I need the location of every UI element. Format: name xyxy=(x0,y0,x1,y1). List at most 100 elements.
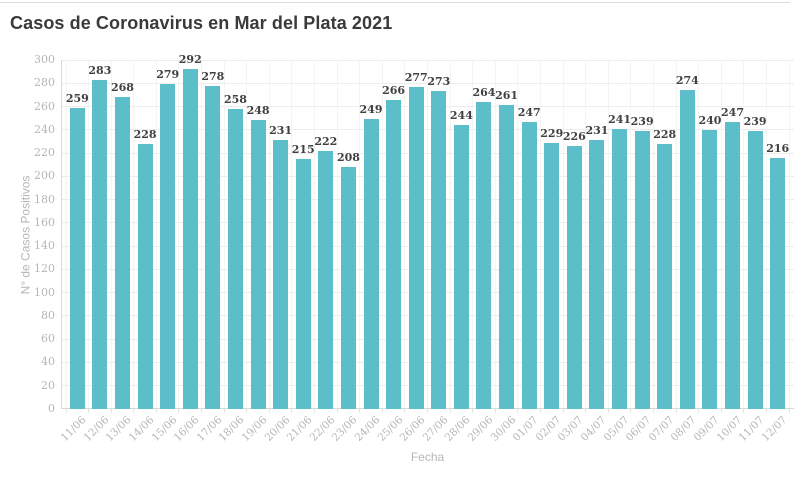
x-gridline xyxy=(698,60,700,409)
y-axis-tick-label: 180 xyxy=(34,192,55,206)
x-axis-tick-mark xyxy=(359,409,361,413)
x-axis-tick-mark xyxy=(675,409,677,413)
x-axis-tick-mark xyxy=(517,409,519,413)
bar-value-label: 264 xyxy=(472,85,496,99)
x-gridline xyxy=(585,60,587,409)
y-axis-tick-label: 100 xyxy=(34,285,55,299)
bar-value-label: 216 xyxy=(766,141,790,155)
bar-value-label: 231 xyxy=(585,124,609,138)
bar-value-label: 277 xyxy=(404,70,428,84)
bar-value-label: 215 xyxy=(291,142,315,156)
x-axis-tick-mark xyxy=(65,409,67,413)
x-axis-tick-mark xyxy=(201,409,203,413)
x-gridline xyxy=(539,60,541,409)
bar xyxy=(250,120,266,409)
bar-value-label: 279 xyxy=(156,68,180,82)
bar xyxy=(205,85,221,409)
bar-value-label: 259 xyxy=(65,91,89,105)
x-axis-tick-mark xyxy=(291,409,293,413)
y-axis-tick-label: 280 xyxy=(34,76,55,90)
bar-value-label: 226 xyxy=(562,130,586,144)
x-axis-tick-mark xyxy=(562,409,564,413)
x-gridline xyxy=(427,60,428,409)
x-gridline xyxy=(223,60,225,409)
x-gridline xyxy=(65,60,67,409)
bar-value-label: 241 xyxy=(608,112,632,126)
x-gridline xyxy=(562,60,564,409)
x-axis-tick-mark xyxy=(585,409,587,413)
bar xyxy=(114,97,130,409)
bar-value-label: 273 xyxy=(427,75,451,89)
bar xyxy=(770,157,786,409)
y-axis-tick-label: 160 xyxy=(34,215,55,229)
x-axis-tick-mark xyxy=(494,409,496,413)
bar xyxy=(69,107,85,409)
x-axis-tick-mark xyxy=(449,409,451,413)
x-axis-tick-mark xyxy=(88,409,90,413)
bar-value-label: 266 xyxy=(382,83,406,97)
bar-value-label: 261 xyxy=(495,89,519,103)
x-gridline xyxy=(449,60,451,409)
x-axis-tick-mark xyxy=(223,409,225,413)
x-axis-tick-mark xyxy=(539,409,541,413)
bar-value-label: 283 xyxy=(88,63,112,77)
x-gridline xyxy=(155,60,157,409)
x-gridline xyxy=(404,60,406,409)
bar xyxy=(702,129,718,409)
x-axis-tick-mark xyxy=(788,409,790,413)
bar-value-label: 268 xyxy=(111,81,134,95)
bar-value-label: 247 xyxy=(721,105,744,119)
bar xyxy=(589,140,605,409)
x-gridline xyxy=(788,60,790,409)
bar-value-label: 248 xyxy=(246,104,270,118)
x-axis-tick-mark xyxy=(155,409,157,413)
bar xyxy=(227,108,243,409)
y-axis-tick-label: 60 xyxy=(41,332,55,346)
bar xyxy=(431,91,447,409)
y-axis-tick-label: 300 xyxy=(34,53,55,66)
x-gridline xyxy=(381,60,383,409)
x-axis-tick-mark xyxy=(110,409,112,413)
y-axis-tick-label: 260 xyxy=(34,99,55,113)
x-axis-title: Fecha xyxy=(410,450,445,464)
y-axis-tick-label: 220 xyxy=(34,146,55,160)
y-axis-tick-label: 80 xyxy=(41,308,55,322)
bar xyxy=(566,146,582,409)
bar xyxy=(318,150,334,409)
bar-value-label: 258 xyxy=(223,92,247,106)
bar-value-label: 222 xyxy=(314,134,338,148)
x-gridline xyxy=(336,60,338,409)
x-axis-tick-mark xyxy=(336,409,338,413)
plot-area: 0 20 40 60 80 100 120 140 160 180 200 220 240 260 280 3… xyxy=(34,53,794,444)
bar-value-label: 208 xyxy=(336,151,360,165)
chart-title: Casos de Coronavirus en Mar del Plata 20… xyxy=(10,13,393,33)
x-gridline xyxy=(675,60,677,409)
y-axis-tick-label: 140 xyxy=(34,239,55,253)
x-gridline xyxy=(246,60,248,409)
bar xyxy=(521,121,537,409)
bar-value-label: 239 xyxy=(630,114,654,128)
x-gridline xyxy=(178,60,180,409)
x-gridline xyxy=(291,60,293,409)
x-gridline xyxy=(88,60,90,409)
x-axis-tick-mark xyxy=(133,409,135,413)
bar xyxy=(160,84,176,409)
x-axis-tick-mark xyxy=(381,409,383,413)
x-gridline xyxy=(630,60,632,409)
y-axis-line xyxy=(61,60,62,409)
x-axis-tick-mark xyxy=(268,409,270,413)
bar-value-label: 231 xyxy=(269,124,293,138)
bar-value-label: 278 xyxy=(201,69,225,83)
bar-value-label: 247 xyxy=(517,105,541,119)
bar-value-label: 240 xyxy=(698,113,722,127)
bar xyxy=(679,90,695,409)
bar xyxy=(137,143,153,409)
x-axis-line xyxy=(61,408,794,409)
bar xyxy=(295,158,311,409)
x-gridline xyxy=(765,60,767,409)
bar xyxy=(386,99,402,409)
y-axis-tick-label: 120 xyxy=(34,262,55,276)
bar xyxy=(725,121,741,409)
x-gridline xyxy=(133,60,135,409)
bar xyxy=(273,140,289,409)
